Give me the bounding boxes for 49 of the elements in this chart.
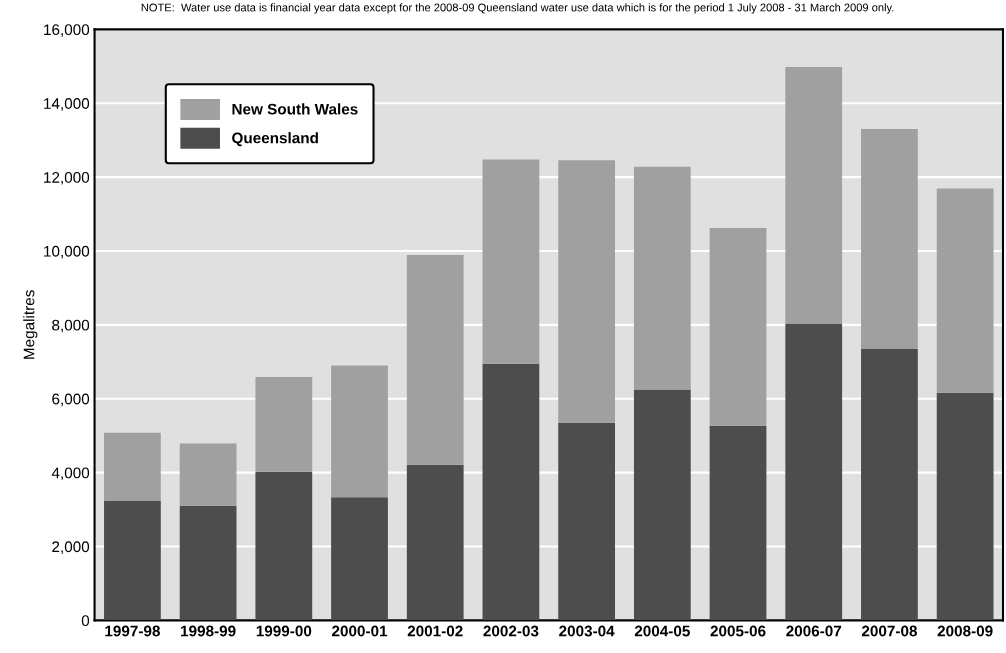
x-tick-label: 2006-07 [786,625,842,637]
bar [558,422,616,621]
bar [861,129,918,349]
x-tick-label: 2005-06 [710,625,766,637]
bar [255,376,313,472]
x-tick-label: 2004-05 [634,625,690,637]
bar [936,392,994,621]
y-tick-label: 2,000 [52,541,90,554]
x-tick-label: 2008-09 [937,625,993,637]
bar [331,497,388,621]
bar [558,160,616,423]
y-tick-label: 12,000 [44,171,90,185]
y-tick-label: 4,000 [51,467,90,481]
bar [861,348,918,621]
bar [104,501,161,621]
legend-label: New South Wales [232,103,358,115]
bar [709,228,767,426]
bar [104,432,161,502]
y-axis-title: Megalitres [23,290,38,359]
y-tick-label: 6,000 [52,393,90,407]
y-tick-label: 10,000 [44,245,90,259]
x-tick-label: 1999-00 [256,625,312,637]
bar [482,159,540,364]
text: NOTE: Water use data is financial year data except for the 2008-09 Queensland water use data which is for the period 1 July 2008 - 31 March 2009 only. [141,3,894,14]
y-tick-label: 16,000 [44,24,90,37]
bar [406,464,464,621]
bar [785,67,843,324]
y-tick-label: 8,000 [52,319,90,333]
bar [633,166,691,390]
x-tick-label: 2000-01 [332,625,388,637]
y-tick-label: 14,000 [44,98,90,111]
y-tick-label: 0 [81,615,90,627]
legend-label: Queensland [232,132,318,147]
x-tick-label: 2003-04 [559,625,615,637]
x-tick-label: 1998-99 [181,625,236,637]
bar [482,363,540,621]
x-tick-label: 2001-02 [407,625,463,637]
bar [255,471,313,621]
bar [936,188,994,393]
bar [179,505,237,621]
bar [406,255,464,465]
x-tick-label: 2002-03 [483,625,539,637]
bar [331,365,388,498]
bar [785,323,843,621]
x-tick-label: 1997-98 [105,625,160,637]
x-tick-label: 2007-08 [861,625,917,637]
bar [179,443,237,506]
bar [633,389,691,621]
bar [709,425,767,621]
